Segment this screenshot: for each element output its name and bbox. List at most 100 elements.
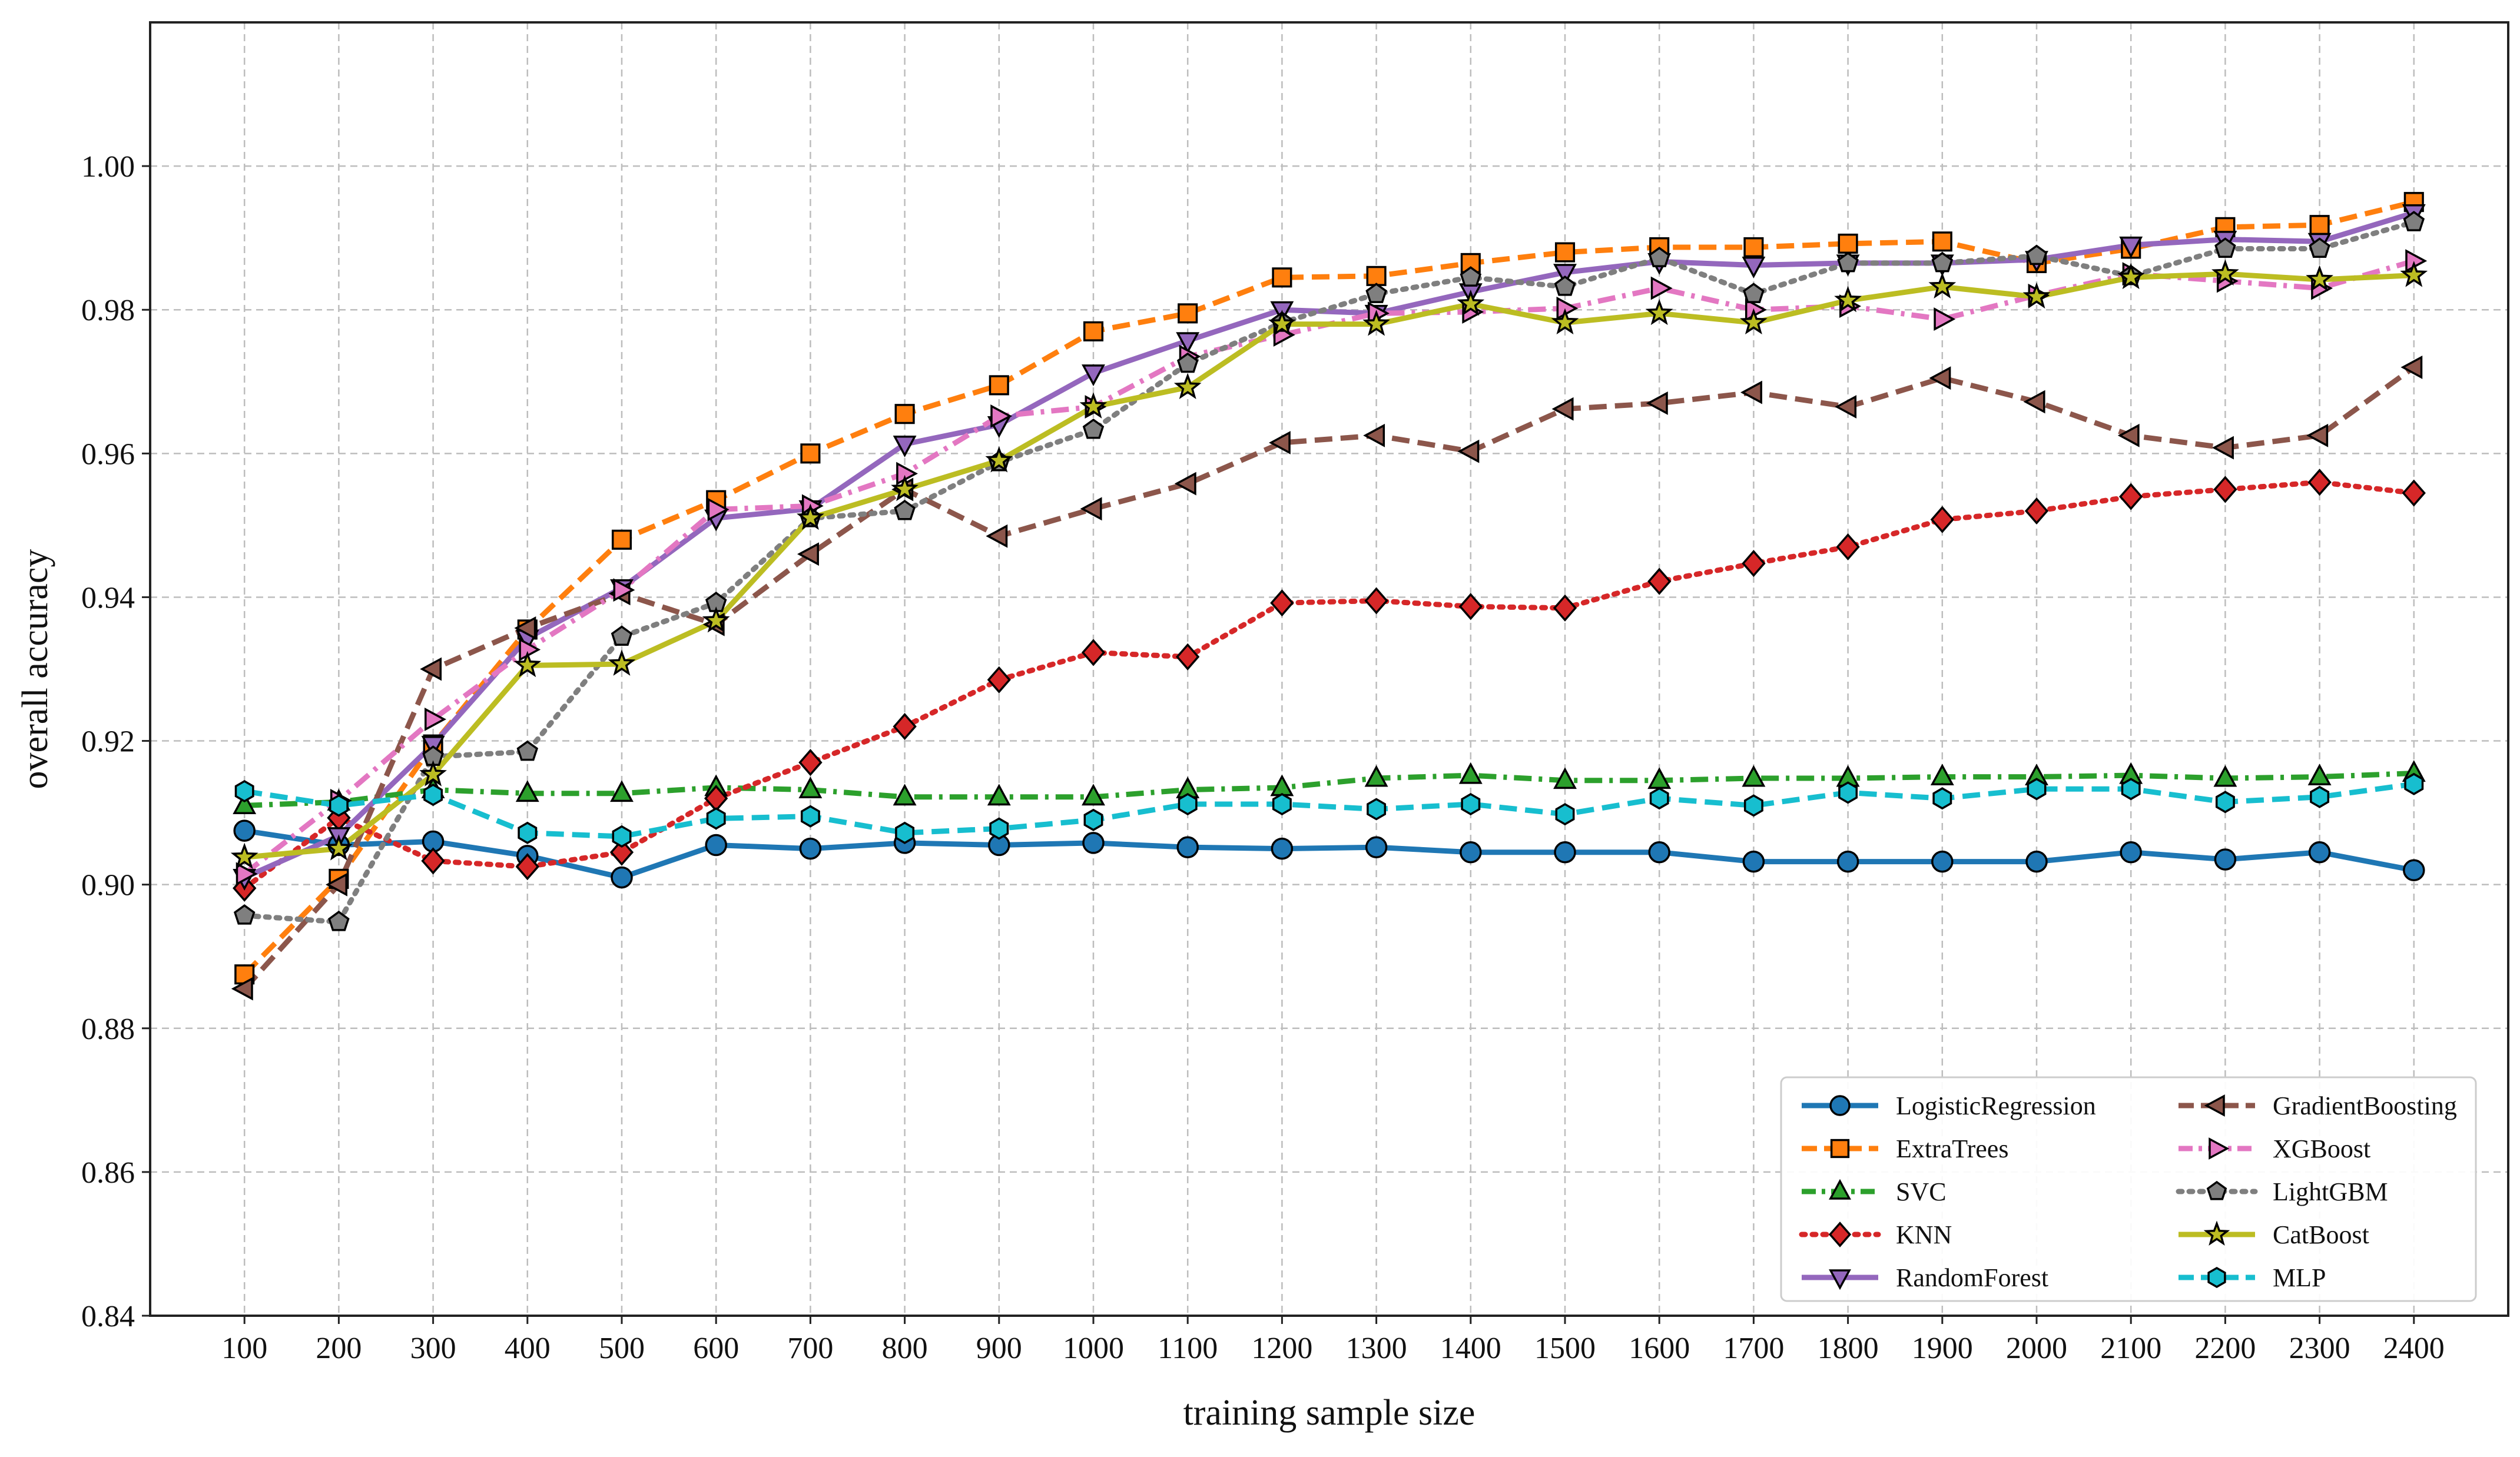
data-point-svc [987,784,1011,806]
legend-label: RandomForest [1896,1263,2048,1292]
data-point-knn [1742,550,1766,578]
data-point-xgboost [236,862,258,886]
series-line-svc [244,771,2414,808]
data-point-svc [798,776,823,799]
data-point-mlp [1461,792,1481,816]
data-point-gradientboosting [2400,355,2423,379]
data-point-lightgbm [611,625,633,646]
y-tick-label: 0.92 [81,725,135,759]
data-point-catboost [1173,373,1202,399]
data-point-extratrees [611,529,632,550]
x-tick-label: 1700 [1723,1332,1784,1365]
data-point-catboost [230,842,258,869]
data-point-svc [1458,762,1483,784]
data-point-extratrees [1272,267,1292,288]
series-line-logisticregression [244,828,2415,880]
legend-marker [2203,1220,2230,1246]
data-point-xgboost [519,638,541,662]
data-point-gradientboosting [1835,395,1857,419]
data-point-xgboost [1650,276,1673,300]
legend: LogisticRegression ExtraTrees SVC KNN Random… [1780,1076,2477,1302]
data-point-knn [2118,483,2143,510]
data-point-mlp [1178,792,1198,816]
data-point-knn [1553,594,1577,622]
data-point-logisticregression [2214,848,2237,871]
data-point-logisticregression [2120,841,2142,864]
data-point-logisticregression [233,819,256,842]
data-point-knn [2213,476,2237,503]
data-point-catboost [608,649,636,676]
data-point-logisticregression [2025,850,2048,873]
legend-marker [2206,1180,2227,1200]
x-tick-label: 1500 [1534,1332,1596,1365]
data-point-lightgbm [1460,266,1482,287]
y-tick-label: 0.96 [81,437,135,471]
data-point-svc [1082,784,1105,806]
data-point-logisticregression [611,866,633,889]
data-point-logisticregression [1271,837,1294,860]
data-point-mlp [612,825,632,848]
legend-label: GradientBoosting [2273,1091,2457,1120]
data-point-mlp [2215,791,2235,814]
data-point-lightgbm [1176,352,1199,373]
data-point-knn [515,853,540,881]
data-point-knn [1081,639,1106,666]
data-point-mlp [2404,772,2424,795]
data-point-svc [1742,765,1766,787]
data-point-gradientboosting [1269,431,1291,454]
legend-marker [1829,1179,1851,1200]
data-point-catboost [1457,289,1485,316]
data-point-knn [2402,479,2426,507]
data-point-gradientboosting [1551,397,1574,421]
data-point-catboost [985,446,1013,473]
x-tick-label: 2200 [2194,1332,2256,1365]
data-point-randomforest [1742,257,1766,278]
x-tick-label: 1100 [1158,1332,1218,1365]
data-point-extratrees [989,375,1009,396]
data-point-gradientboosting [1740,380,1762,404]
data-point-gradientboosting [1363,423,1385,447]
data-point-lightgbm [516,740,539,761]
legend-marker [2207,1266,2226,1289]
data-point-logisticregression [1836,850,1859,873]
data-point-catboost [513,650,542,678]
x-tick-label: 100 [221,1332,267,1365]
data-point-gradientboosting [231,977,253,1001]
data-point-knn [1270,589,1294,617]
y-tick-label: 0.90 [81,869,135,902]
data-point-gradientboosting [986,524,1008,548]
data-point-mlp [1367,798,1387,821]
legend-label: KNN [1896,1220,1952,1249]
data-point-gradientboosting [1929,366,1951,390]
data-point-xgboost [896,462,918,486]
data-point-catboost [797,503,824,530]
axes: 100 200 300 400 500 600 700 800 900 1000 1100 1200 1… [81,150,2445,1365]
data-point-catboost [2117,263,2145,290]
data-point-extratrees [1932,231,1952,252]
x-tick-label: 200 [316,1332,362,1365]
data-point-catboost [2211,259,2239,286]
y-tick-label: 0.88 [81,1013,135,1046]
data-point-lightgbm [1554,276,1576,296]
data-point-knn [893,713,917,741]
data-point-svc [233,792,257,814]
data-point-logisticregression [799,837,822,860]
data-point-knn [987,666,1011,693]
data-point-knn [421,847,445,875]
data-point-logisticregression [1648,841,1670,864]
data-point-svc [2213,765,2237,787]
x-tick-label: 1600 [1629,1332,1690,1365]
data-point-gradientboosting [2117,423,2140,447]
data-point-lightgbm [1648,247,1670,267]
data-point-catboost [2306,265,2333,291]
x-tick-label: 2300 [2289,1332,2350,1365]
data-point-gradientboosting [2212,436,2234,460]
data-point-gradientboosting [326,872,347,897]
data-point-mlp [2310,785,2330,808]
data-point-catboost [1928,272,1957,299]
legend-marker [1830,1139,1850,1159]
data-point-extratrees [1460,253,1481,273]
data-point-randomforest [2119,236,2143,258]
data-point-logisticregression [1176,836,1199,858]
data-point-svc [893,784,917,806]
